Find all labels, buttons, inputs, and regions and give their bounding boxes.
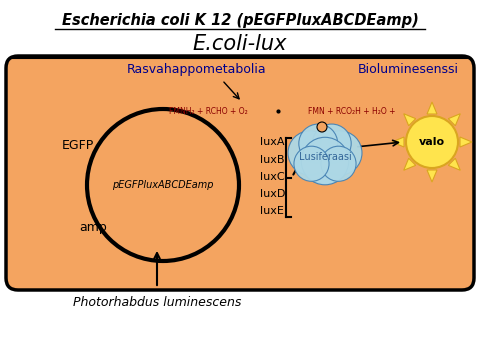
Circle shape xyxy=(318,131,362,175)
Polygon shape xyxy=(448,158,460,170)
Text: Photorhabdus luminescens: Photorhabdus luminescens xyxy=(73,297,241,310)
Circle shape xyxy=(87,109,239,261)
Text: luxA: luxA xyxy=(260,137,285,147)
Text: Bioluminesenssi: Bioluminesenssi xyxy=(358,63,458,76)
Circle shape xyxy=(288,131,332,175)
Text: FMNH₂ + RCHO + O₂: FMNH₂ + RCHO + O₂ xyxy=(168,107,247,116)
FancyBboxPatch shape xyxy=(6,56,474,290)
Text: Rasvahappometabolia: Rasvahappometabolia xyxy=(127,63,267,76)
Circle shape xyxy=(321,146,356,181)
Text: luxC: luxC xyxy=(260,172,285,182)
Text: E.coli-lux: E.coli-lux xyxy=(193,34,287,54)
Text: luxE: luxE xyxy=(260,206,284,216)
Text: valo: valo xyxy=(419,137,445,147)
Text: EGFP: EGFP xyxy=(62,139,94,152)
Circle shape xyxy=(406,116,458,168)
Polygon shape xyxy=(427,102,437,114)
Circle shape xyxy=(298,130,352,184)
Text: pEGFPluxABCDEamp: pEGFPluxABCDEamp xyxy=(112,180,214,190)
Polygon shape xyxy=(427,170,437,182)
Polygon shape xyxy=(404,158,416,170)
Circle shape xyxy=(294,146,329,181)
Circle shape xyxy=(312,124,351,163)
Polygon shape xyxy=(460,137,472,147)
Text: Lusiferaasi: Lusiferaasi xyxy=(299,152,351,162)
Text: Escherichia coli K 12 (pEGFPluxABCDEamp): Escherichia coli K 12 (pEGFPluxABCDEamp) xyxy=(61,13,419,27)
Text: amp: amp xyxy=(79,220,107,234)
Text: luxD: luxD xyxy=(260,189,286,199)
Polygon shape xyxy=(392,137,404,147)
Text: luxB: luxB xyxy=(260,155,285,165)
Text: FMN + RCO₂H + H₂O +: FMN + RCO₂H + H₂O + xyxy=(308,107,396,116)
Circle shape xyxy=(299,124,338,163)
Circle shape xyxy=(317,122,327,132)
Polygon shape xyxy=(448,114,460,126)
Circle shape xyxy=(301,137,349,185)
Polygon shape xyxy=(404,114,416,126)
